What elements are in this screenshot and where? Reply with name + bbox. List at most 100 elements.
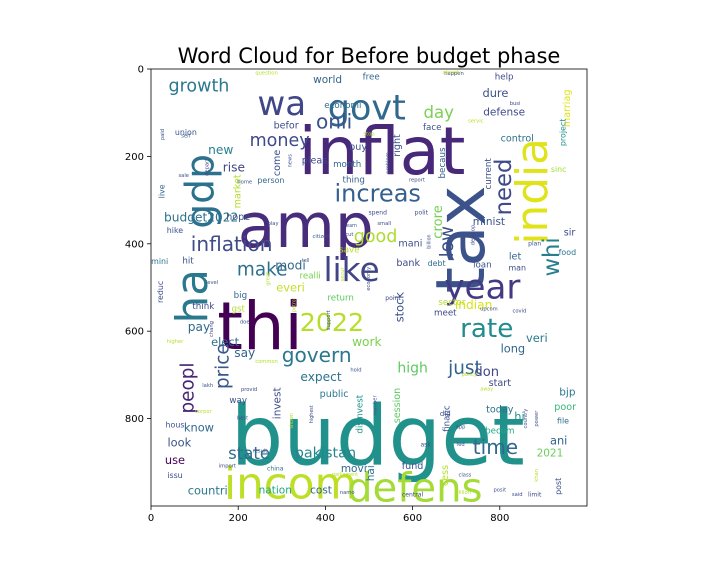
- word-fund: fund: [402, 461, 424, 472]
- word-govern: govern: [282, 343, 352, 367]
- word-class: class: [458, 472, 471, 478]
- word-polit: polit: [415, 210, 429, 217]
- word-return: return: [327, 293, 354, 303]
- word-whi: whi: [539, 237, 565, 276]
- word-fed: fed: [456, 442, 464, 448]
- axes: 0 200 400 600 800 0 200 400 600 800: [125, 65, 588, 524]
- word-report: report: [409, 177, 425, 183]
- word-support: support: [326, 310, 332, 330]
- word-onli: onli: [316, 109, 352, 133]
- word-thing: thing: [343, 175, 365, 185]
- word-plan: plan: [528, 240, 541, 247]
- word-stop: stop: [363, 132, 375, 138]
- word-pakistan: pakistan: [295, 446, 356, 462]
- word-highest: highest: [309, 405, 315, 423]
- word-small: small: [377, 221, 391, 227]
- word-long: long: [501, 342, 526, 356]
- word-news: news: [288, 154, 294, 168]
- word-develop: develop: [471, 224, 477, 245]
- word-incom: incom: [224, 459, 357, 510]
- word-gdp: gdp: [179, 154, 224, 229]
- word-petrol: petrol: [291, 298, 297, 312]
- word-import: import: [219, 464, 236, 470]
- word-india: india: [507, 138, 558, 244]
- word-defense: defense: [483, 107, 525, 119]
- word-common: common: [255, 359, 278, 365]
- word-mani: mani: [398, 238, 422, 249]
- word-let: let: [509, 251, 522, 262]
- word-hit: hit: [182, 256, 194, 266]
- word-problem: problem: [386, 152, 392, 173]
- word-look: look: [167, 436, 191, 450]
- plot-background: [151, 69, 587, 506]
- word-citizen: citizen: [313, 234, 330, 240]
- word-save: save: [339, 245, 359, 255]
- word-veri: veri: [526, 331, 548, 345]
- word-best: best: [237, 416, 248, 422]
- word-earn: earn: [346, 223, 357, 229]
- word-point: point: [385, 295, 401, 302]
- word-limit: limit: [528, 492, 542, 499]
- word-face: face: [423, 123, 442, 133]
- word-elect: elect: [211, 335, 239, 349]
- word-marriag: marriag: [562, 90, 573, 128]
- word-live: live: [157, 184, 166, 198]
- word-money: money: [250, 131, 310, 151]
- word-just: just: [447, 358, 482, 379]
- x-tick-label: 600: [403, 513, 422, 524]
- word-realli: realli: [299, 272, 320, 282]
- word-gst: gst: [231, 304, 245, 314]
- word-bjp: bjp: [559, 386, 576, 398]
- word-buy: buy: [349, 142, 367, 153]
- word-cess: cess: [440, 465, 451, 486]
- word-home: home: [237, 180, 252, 186]
- word-sale: sale: [178, 173, 189, 179]
- word-post: post: [554, 478, 563, 495]
- word-policy: policy: [462, 372, 477, 378]
- word-today: today: [486, 404, 514, 415]
- word-question: question: [255, 70, 277, 76]
- word-invest: invest: [271, 387, 283, 419]
- word-expect: expect: [300, 370, 341, 384]
- word-power: power: [534, 410, 540, 427]
- word-inflation: inflation: [191, 232, 273, 256]
- word-upcom: upcom: [480, 306, 498, 312]
- word-govt: govt: [328, 88, 406, 128]
- word-budget2022: budget2022: [164, 211, 238, 225]
- word-say: say: [234, 346, 255, 360]
- word-union: union: [175, 128, 197, 137]
- word-don: don: [474, 365, 499, 380]
- word-movi: movi: [341, 463, 367, 475]
- word-khan: khan: [534, 469, 540, 482]
- word-know: know: [184, 420, 214, 434]
- y-tick-label: 0: [138, 65, 144, 76]
- word-app: app: [456, 424, 466, 430]
- word-countri: countri: [188, 484, 228, 498]
- word-session: session: [392, 388, 403, 424]
- word-sector: sector: [438, 298, 465, 308]
- word-start: start: [489, 378, 512, 389]
- word-state: state: [228, 444, 270, 463]
- word-budget: budget: [231, 388, 525, 485]
- y-tick-label: 400: [125, 239, 144, 250]
- word-free: free: [363, 73, 380, 83]
- chart-title: Word Cloud for Before budget phase: [178, 44, 561, 68]
- word-hike: hike: [167, 226, 183, 235]
- y-tick-label: 200: [125, 152, 144, 163]
- word-central: central: [402, 492, 424, 499]
- word-day: day: [423, 103, 454, 122]
- word-higher: higher: [167, 339, 185, 345]
- word-make: make: [237, 260, 288, 281]
- word-nation: nation: [259, 485, 292, 497]
- word-cut: cut: [345, 232, 353, 238]
- word-right: right: [392, 134, 403, 157]
- word-becom: becom: [485, 427, 514, 437]
- word-parliament: parliament: [332, 472, 358, 478]
- word-ha: ha: [167, 269, 218, 323]
- word-high: high: [397, 360, 428, 376]
- word-hi: hi: [514, 409, 524, 423]
- word-new: new: [208, 143, 233, 157]
- word-minist: minist: [473, 216, 505, 228]
- word-need: need: [491, 159, 517, 216]
- word-hope: hope: [226, 212, 250, 223]
